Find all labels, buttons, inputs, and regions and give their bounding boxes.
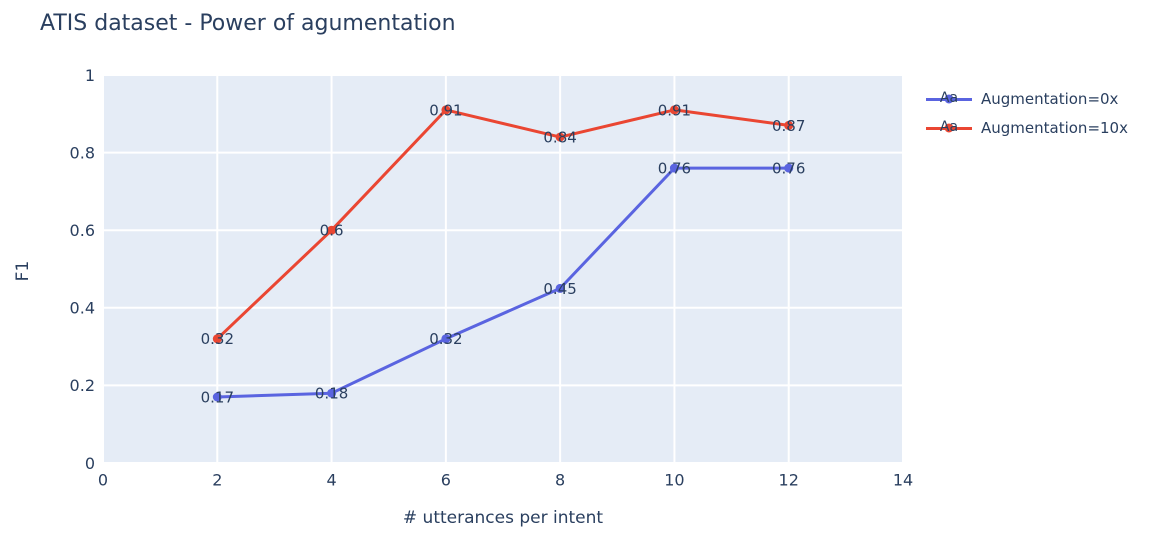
legend-line-marker-sample: Aa xyxy=(926,119,972,137)
series-line-augmentation-0x xyxy=(215,166,791,399)
x-tick-label: 8 xyxy=(555,471,565,490)
data-point-label-augmentation-10x: 0.32 xyxy=(201,330,234,348)
y-tick-label: 0.6 xyxy=(70,221,95,240)
y-axis-title: F1 xyxy=(13,260,33,282)
x-axis-title: # utterances per intent xyxy=(402,508,604,528)
data-point-marker-augmentation-10x xyxy=(669,105,679,115)
legend: Aa Augmentation=0x Aa Augmentation=10x xyxy=(926,85,1128,141)
x-tick-label: 12 xyxy=(779,471,799,490)
x-tick-label: 10 xyxy=(664,471,684,490)
series-line-augmentation-10x xyxy=(215,108,791,341)
x-tick-label: 4 xyxy=(327,471,337,490)
legend-marker-dot xyxy=(944,123,954,132)
data-point-marker-augmentation-0x xyxy=(212,392,222,402)
data-point-marker-augmentation-0x xyxy=(327,388,337,398)
chart-title: ATIS dataset - Power of agumentation xyxy=(40,11,456,36)
legend-marker-dot xyxy=(944,94,954,103)
data-point-marker-augmentation-10x xyxy=(327,225,337,235)
data-point-label-augmentation-0x: 0.17 xyxy=(201,388,234,406)
data-point-label-augmentation-0x: 0.32 xyxy=(429,330,462,348)
data-point-marker-augmentation-10x xyxy=(784,120,794,130)
y-tick-label: 0.4 xyxy=(70,299,95,318)
x-tick-label: 0 xyxy=(98,471,108,490)
data-point-label-augmentation-0x: 0.45 xyxy=(543,280,576,298)
x-tick-label: 14 xyxy=(893,471,913,490)
y-tick-label: 0.2 xyxy=(70,376,95,395)
data-point-marker-augmentation-0x xyxy=(784,163,794,173)
data-point-label-augmentation-0x: 0.76 xyxy=(658,160,691,178)
data-point-marker-augmentation-0x xyxy=(441,334,451,344)
data-point-marker-augmentation-10x xyxy=(555,132,565,142)
data-point-label-augmentation-10x: 0.84 xyxy=(543,129,576,147)
legend-item-augmentation-10x[interactable]: Aa Augmentation=10x xyxy=(926,114,1128,141)
x-tick-label: 6 xyxy=(441,471,451,490)
data-point-marker-augmentation-10x xyxy=(212,334,222,344)
y-tick-label: 1 xyxy=(85,66,95,85)
legend-line-marker-sample: Aa xyxy=(926,90,972,108)
plot-background xyxy=(103,75,903,463)
y-tick-label: 0 xyxy=(85,454,95,473)
data-point-label-augmentation-10x: 0.91 xyxy=(658,101,691,119)
legend-text-sample: Aa xyxy=(939,89,959,106)
x-tick-label: 2 xyxy=(212,471,222,490)
data-point-label-augmentation-10x: 0.91 xyxy=(429,101,462,119)
legend-item-label: Augmentation=10x xyxy=(981,118,1128,137)
legend-item-augmentation-0x[interactable]: Aa Augmentation=0x xyxy=(926,85,1128,112)
y-tick-label: 0.8 xyxy=(70,143,95,162)
legend-item-label: Augmentation=0x xyxy=(981,89,1119,108)
legend-text-sample: Aa xyxy=(939,118,959,135)
data-point-label-augmentation-10x: 0.87 xyxy=(772,117,805,135)
data-point-label-augmentation-10x: 0.6 xyxy=(320,222,344,240)
data-point-label-augmentation-0x: 0.76 xyxy=(772,160,805,178)
data-point-marker-augmentation-10x xyxy=(441,105,451,115)
data-point-label-augmentation-0x: 0.18 xyxy=(315,385,348,403)
data-point-marker-augmentation-0x xyxy=(555,283,565,293)
data-point-marker-augmentation-0x xyxy=(669,163,679,173)
